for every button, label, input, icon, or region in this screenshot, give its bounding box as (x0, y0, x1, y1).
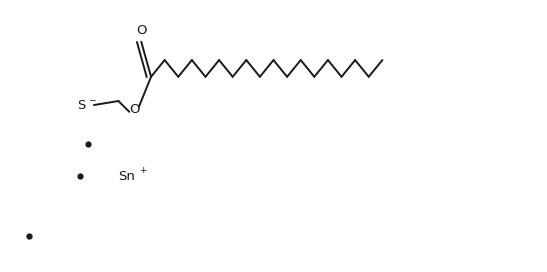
Text: −: − (88, 95, 95, 104)
Text: O: O (136, 24, 147, 37)
Text: Sn: Sn (118, 170, 135, 183)
Text: +: + (139, 166, 147, 175)
Text: O: O (130, 103, 140, 116)
Text: S: S (77, 98, 86, 112)
